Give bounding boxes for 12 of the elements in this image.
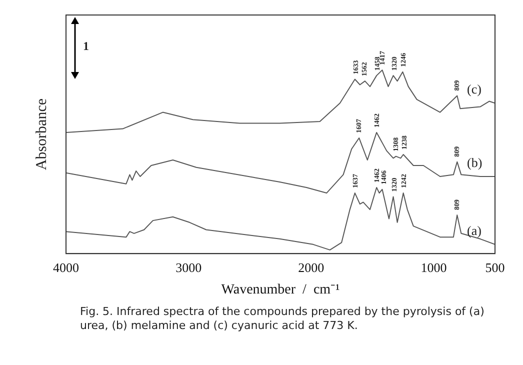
x-tick-label: 4000 — [53, 260, 79, 275]
text: 1 — [83, 39, 89, 54]
x-tick-label: 2000 — [298, 260, 324, 275]
series-label: (b) — [467, 154, 482, 170]
x-tick-label: 3000 — [176, 260, 202, 275]
x-axis-title: Wavenumber / cm⁻¹ — [221, 282, 340, 298]
x-tick-label: 1000 — [420, 260, 447, 275]
x-tick-label: 500 — [485, 260, 505, 275]
caption: Fig. 5. Infrared spectra of the compounds prepared by the pyrolysis of (a) urea, (b) melamine and (c) cyanuric acid at 773 K. — [80, 305, 486, 333]
series-label: (a) — [467, 222, 482, 238]
series-label: (c) — [467, 82, 482, 97]
y-axis-title: Absorbance — [34, 98, 50, 170]
